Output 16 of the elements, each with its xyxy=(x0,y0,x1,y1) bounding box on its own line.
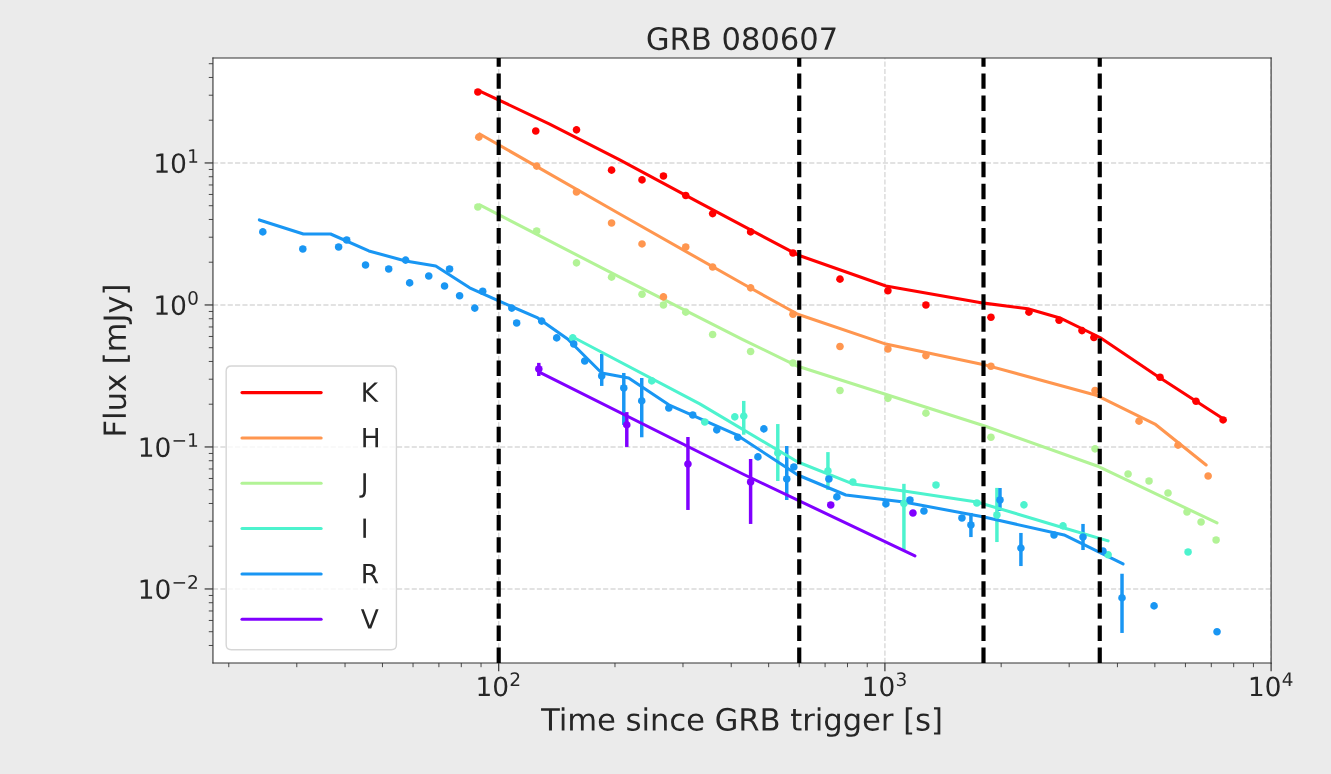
x-axis-title: Time since GRB trigger [s] xyxy=(541,707,941,737)
legend-label: H xyxy=(363,427,378,448)
x-tick-label: 10$^{3}$ xyxy=(864,672,906,697)
y-tick-label: 10$^{0}$ xyxy=(156,290,198,316)
legend-label: I xyxy=(363,518,366,538)
legend-label: R xyxy=(363,563,379,584)
legend-label: V xyxy=(360,609,379,629)
x-tick-label: 10$^{4}$ xyxy=(1250,672,1293,697)
legend-label: K xyxy=(363,382,379,402)
y-axis-title: Flux [mJy] xyxy=(102,286,133,435)
legend-label: J xyxy=(359,473,366,498)
y-tick-label: 10$^{−2}$ xyxy=(140,574,197,600)
x-tick-label: 10$^{2}$ xyxy=(478,672,520,697)
y-tick-label: 10$^{−1}$ xyxy=(140,433,198,458)
chart-title: GRB 080607 xyxy=(647,27,836,51)
y-tick-label: 10$^{1}$ xyxy=(156,149,198,174)
